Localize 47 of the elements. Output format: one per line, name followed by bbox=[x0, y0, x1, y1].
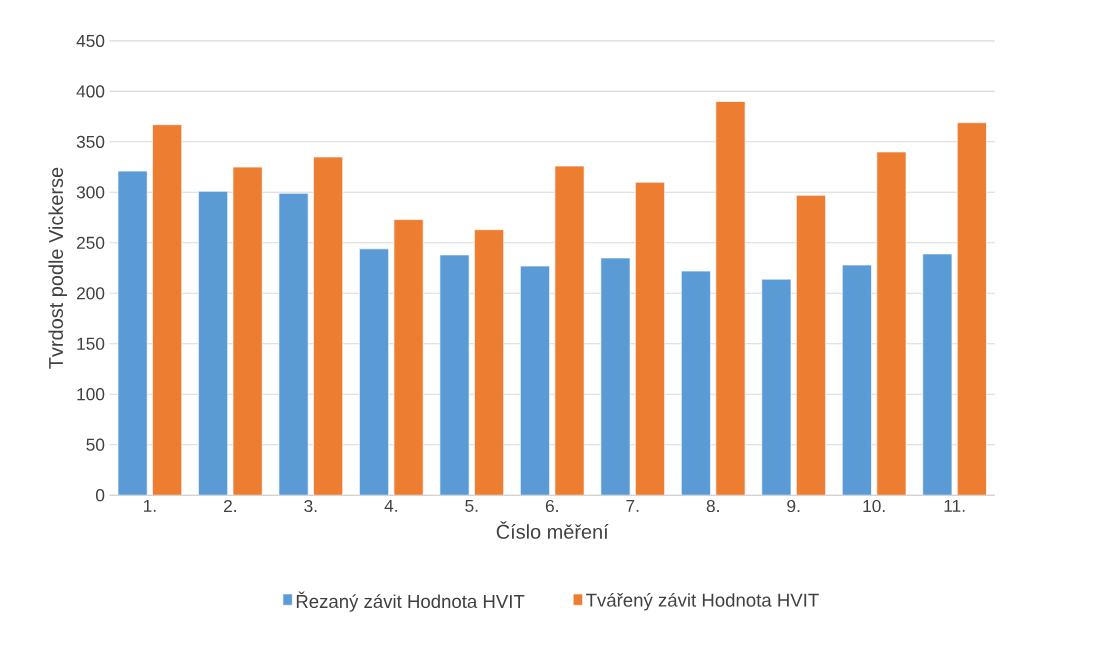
y-tick-label: 450 bbox=[76, 34, 105, 47]
y-tick-label: 400 bbox=[76, 85, 105, 98]
bar bbox=[876, 151, 907, 496]
bar bbox=[680, 270, 711, 496]
bar bbox=[841, 264, 872, 496]
bar bbox=[715, 101, 746, 496]
y-tick-label: 150 bbox=[77, 337, 105, 350]
bar bbox=[393, 219, 424, 496]
legend-label: Tvářený závit Hodnota HVIT bbox=[586, 592, 819, 611]
x-tick-label: 3. bbox=[304, 499, 317, 513]
bar bbox=[313, 156, 344, 496]
bar bbox=[439, 254, 470, 496]
y-tick-label: 350 bbox=[76, 135, 105, 148]
y-tick-label: 300 bbox=[76, 186, 105, 199]
x-tick-label: 5. bbox=[465, 499, 478, 512]
bar bbox=[278, 192, 309, 496]
bar bbox=[198, 190, 229, 496]
bar bbox=[117, 170, 148, 496]
y-tick-label: 250 bbox=[76, 236, 105, 249]
bar bbox=[761, 278, 792, 496]
x-tick-label: 9. bbox=[787, 499, 800, 513]
bar bbox=[474, 229, 504, 496]
x-tick-label: 1. bbox=[143, 499, 156, 512]
x-axis-title: Číslo měření bbox=[496, 521, 609, 539]
legend-label: Řezaný závit Hodnota HVIT bbox=[296, 591, 525, 612]
x-tick-label: 11. bbox=[944, 499, 965, 512]
bar bbox=[956, 122, 987, 496]
bar bbox=[635, 181, 665, 496]
x-tick-label: 6. bbox=[545, 499, 558, 513]
bar bbox=[554, 165, 585, 496]
bar bbox=[359, 248, 389, 496]
bar bbox=[922, 253, 953, 496]
x-tick-label: 10. bbox=[863, 499, 885, 513]
bar bbox=[152, 124, 183, 496]
y-axis-title: Tvrdost podle Vickerse bbox=[48, 167, 67, 369]
bar bbox=[600, 257, 631, 496]
bar bbox=[796, 194, 826, 496]
bar bbox=[520, 265, 550, 496]
x-tick-label: 8. bbox=[706, 499, 719, 513]
x-tick-label: 2. bbox=[224, 499, 236, 512]
y-tick-label: 100 bbox=[77, 388, 105, 401]
y-tick-label: 50 bbox=[86, 438, 105, 451]
y-tick-label: 200 bbox=[76, 287, 105, 300]
x-tick-label: 7. bbox=[626, 499, 639, 512]
bar bbox=[232, 166, 263, 496]
x-tick-label: 4. bbox=[384, 499, 397, 512]
y-tick-label: 0 bbox=[95, 488, 105, 502]
